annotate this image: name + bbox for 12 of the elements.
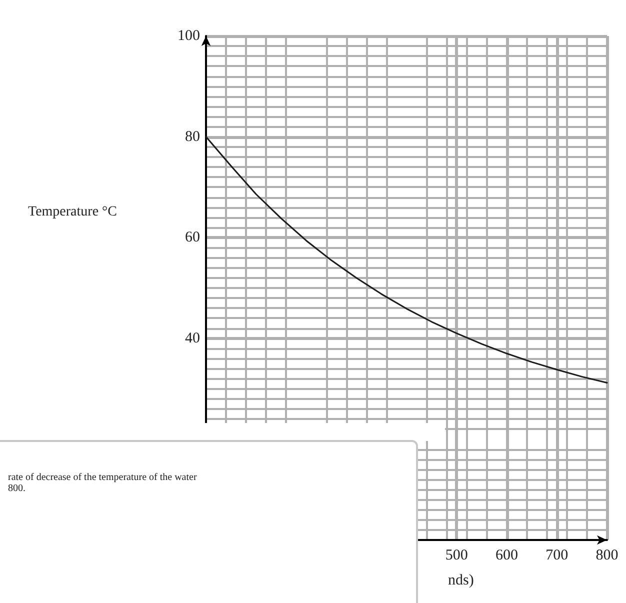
dialog-box: rate of decrease of the temperature of the water 800.: [0, 440, 418, 603]
y-tick-label: 60: [185, 230, 200, 246]
x-tick-label: 500: [445, 548, 468, 564]
x-tick-label: 800: [596, 548, 618, 564]
y-tick-label: 80: [185, 128, 200, 145]
y-tick-label: 40: [185, 330, 200, 346]
x-tick-label: 600: [496, 548, 518, 564]
line-series: [205, 136, 608, 384]
y-axis-title: Temperature °C: [28, 204, 117, 220]
x-axis-title: nds): [448, 572, 474, 588]
y-tick-label: 100: [178, 28, 200, 44]
x-tick-label: 700: [546, 548, 568, 564]
